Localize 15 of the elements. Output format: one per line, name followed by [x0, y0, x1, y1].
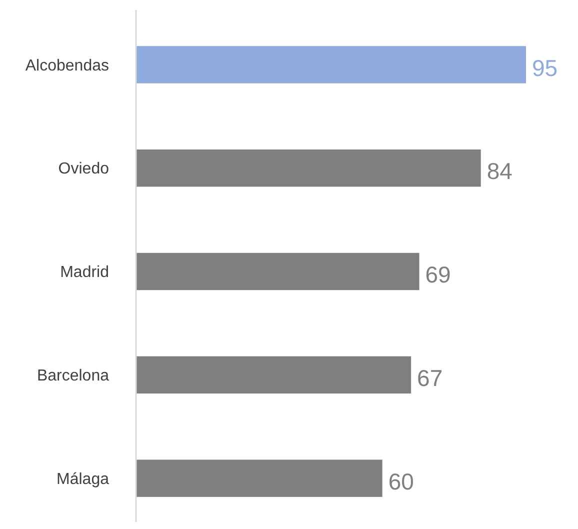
data-label: 95 — [532, 54, 558, 81]
y-tick-label: Alcobendas — [25, 57, 109, 74]
data-label: 84 — [486, 158, 513, 184]
data-label: 67 — [417, 364, 443, 391]
y-tick-label: Oviedo — [58, 160, 110, 178]
bar — [136, 252, 420, 290]
y-tick-label: Madrid — [60, 264, 109, 282]
data-label: 60 — [388, 468, 414, 494]
bar — [136, 46, 526, 84]
y-tick-label: Barcelona — [36, 368, 110, 384]
bar — [136, 149, 481, 187]
y-tick-label: Málaga — [56, 470, 110, 488]
bar — [136, 460, 382, 497]
data-label: 69 — [425, 262, 451, 288]
bar — [136, 356, 412, 394]
